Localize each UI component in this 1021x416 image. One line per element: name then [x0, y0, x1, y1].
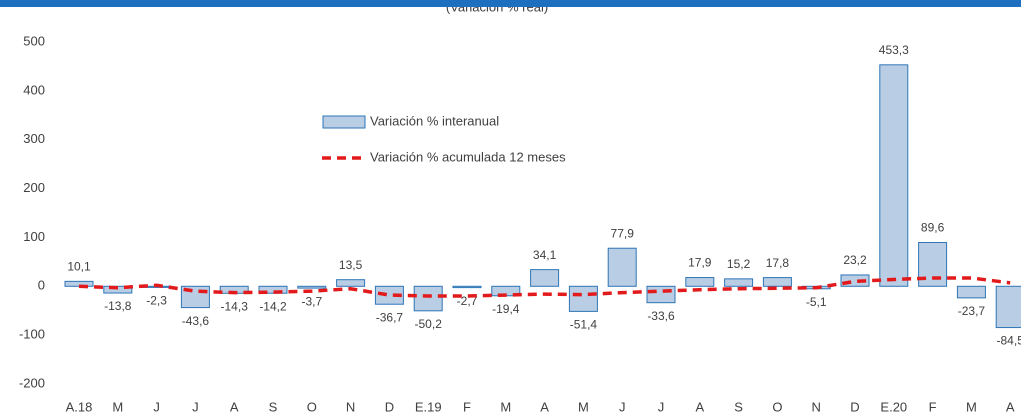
data-label: 17,8 — [766, 256, 790, 270]
data-label: -14,2 — [259, 299, 287, 313]
header-band — [0, 0, 1021, 7]
x-tick-label: A.18 — [66, 399, 93, 414]
data-label: -43,6 — [182, 314, 210, 328]
bar — [685, 277, 715, 287]
data-label: 23,2 — [843, 253, 867, 267]
x-tick-label: E.19 — [415, 399, 442, 414]
x-tick-label: N — [812, 399, 821, 414]
legend-label: Variación % acumulada 12 meses — [370, 149, 566, 164]
data-label: -36,7 — [376, 310, 404, 324]
data-label: 453,3 — [879, 43, 909, 57]
x-tick-label: S — [734, 399, 743, 414]
data-label: 10,1 — [67, 260, 91, 274]
x-tick-label: F — [463, 399, 471, 414]
data-label: 77,9 — [611, 226, 635, 240]
x-tick-label: O — [307, 399, 317, 414]
x-tick-label: M — [500, 399, 511, 414]
x-tick-label: A — [230, 399, 239, 414]
x-tick-label: S — [269, 399, 278, 414]
legend-label: Variación % interanual — [370, 113, 499, 128]
data-label: -14,3 — [221, 299, 249, 313]
x-tick-label: F — [929, 399, 937, 414]
data-label: 34,1 — [533, 248, 557, 262]
x-tick-label: D — [850, 399, 859, 414]
data-label: 89,6 — [921, 221, 945, 235]
bar — [336, 279, 366, 287]
bar — [840, 274, 870, 287]
x-tick-label: O — [772, 399, 782, 414]
x-tick-label: J — [658, 399, 665, 414]
bar — [297, 285, 327, 289]
y-tick-label: 0 — [38, 278, 45, 293]
bar — [762, 277, 792, 287]
legend-swatch — [322, 115, 366, 129]
bar — [724, 278, 754, 287]
bar — [413, 285, 443, 312]
bar — [646, 285, 676, 304]
y-tick-label: -200 — [19, 375, 45, 390]
x-tick-label: M — [578, 399, 589, 414]
data-label: 13,5 — [339, 258, 363, 272]
x-tick-label: E.20 — [880, 399, 907, 414]
y-tick-label: 300 — [23, 131, 45, 146]
data-label: -84,5 — [997, 334, 1021, 348]
bar — [995, 285, 1021, 329]
bar — [64, 280, 94, 287]
data-label: -33,6 — [647, 309, 675, 323]
data-label: -13,8 — [104, 299, 132, 313]
bar — [258, 285, 288, 294]
data-label: -3,7 — [301, 294, 322, 308]
data-label: 15,2 — [727, 257, 751, 271]
x-tick-label: A — [540, 399, 549, 414]
x-tick-label: A — [695, 399, 704, 414]
y-tick-label: 200 — [23, 180, 45, 195]
x-tick-label: N — [346, 399, 355, 414]
y-tick-label: 500 — [23, 33, 45, 48]
bar — [607, 247, 637, 287]
bar — [374, 285, 404, 305]
bar — [568, 285, 598, 312]
y-tick-label: 100 — [23, 229, 45, 244]
x-tick-label: M — [966, 399, 977, 414]
x-tick-label: J — [619, 399, 626, 414]
x-tick-label: D — [385, 399, 394, 414]
line — [78, 276, 1011, 298]
data-label: -19,4 — [492, 302, 520, 316]
data-label: -5,1 — [806, 295, 827, 309]
bar — [956, 285, 986, 299]
x-tick-label: J — [192, 399, 199, 414]
y-tick-label: -100 — [19, 327, 45, 342]
data-label: -23,7 — [958, 304, 986, 318]
bar — [452, 285, 482, 289]
y-tick-label: 400 — [23, 82, 45, 97]
data-label: 17,9 — [688, 256, 712, 270]
bar — [879, 64, 909, 287]
bar — [530, 269, 560, 287]
x-tick-label: A — [1006, 399, 1015, 414]
x-tick-label: J — [153, 399, 160, 414]
data-label: -50,2 — [415, 317, 443, 331]
data-label: -2,3 — [146, 294, 167, 308]
data-label: -51,4 — [570, 318, 598, 332]
x-tick-label: M — [112, 399, 123, 414]
